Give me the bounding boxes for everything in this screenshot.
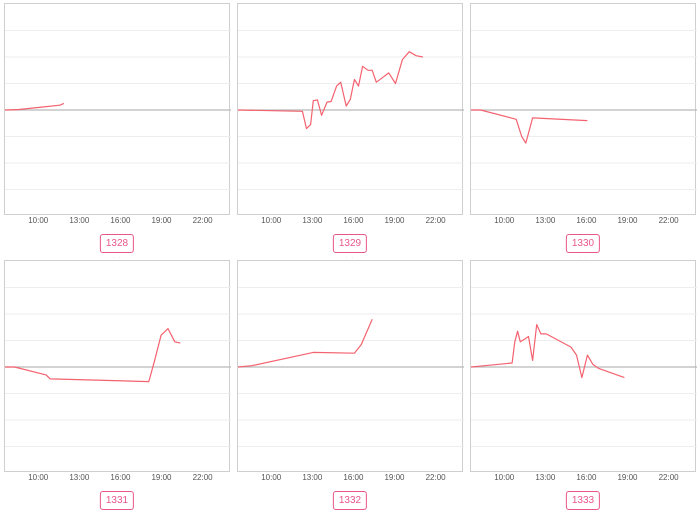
chart-panel-1330: 10:00 13:00 16:00 19:00 22:00 1330 · · <box>470 3 697 261</box>
chart-id-badge[interactable]: 1330 <box>565 234 601 253</box>
x-tick-label: 22:00 <box>192 473 213 482</box>
line-chart <box>238 30 464 190</box>
chart-id-badge[interactable]: 1328 <box>99 234 135 253</box>
plot-area <box>237 260 464 472</box>
chart-panel-1331: 10:00 13:00 16:00 19:00 22:00 1331 <box>4 260 231 510</box>
chart-id-badge[interactable]: 1332 <box>332 491 368 510</box>
x-tick-label: 10:00 <box>494 216 515 225</box>
series-line <box>471 109 588 144</box>
line-chart <box>471 287 697 447</box>
x-tick-label: 13:00 <box>302 473 323 482</box>
badge-decoration: · · <box>112 255 122 261</box>
x-tick-label: 13:00 <box>535 216 556 225</box>
plot-area <box>470 260 697 472</box>
x-tick-label: 13:00 <box>69 473 90 482</box>
x-tick-label: 19:00 <box>617 473 638 482</box>
plot-area <box>470 3 697 215</box>
series-line <box>238 319 373 368</box>
x-tick-label: 10:00 <box>494 473 515 482</box>
series-line <box>5 327 181 383</box>
plot-area <box>4 260 231 472</box>
line-chart <box>471 30 697 190</box>
plot-area <box>237 3 464 215</box>
series-line <box>5 102 65 111</box>
x-tick-label: 10:00 <box>28 216 49 225</box>
x-tick-label: 16:00 <box>110 473 131 482</box>
x-tick-label: 19:00 <box>151 216 172 225</box>
x-axis-ticks: 10:00 13:00 16:00 19:00 22:00 <box>4 216 230 230</box>
line-chart <box>5 30 231 190</box>
x-tick-label: 19:00 <box>384 473 405 482</box>
x-tick-label: 19:00 <box>151 473 172 482</box>
x-tick-label: 13:00 <box>69 216 90 225</box>
x-tick-label: 16:00 <box>343 216 364 225</box>
series-line <box>471 323 625 379</box>
chart-panel-1329: 10:00 13:00 16:00 19:00 22:00 1329 · · <box>237 3 464 261</box>
x-tick-label: 10:00 <box>261 473 282 482</box>
badge-decoration: · · <box>345 255 355 261</box>
x-tick-label: 22:00 <box>425 216 446 225</box>
x-tick-label: 10:00 <box>261 216 282 225</box>
x-tick-label: 13:00 <box>302 216 323 225</box>
badge-decoration: · · <box>578 255 588 261</box>
x-tick-label: 19:00 <box>384 216 405 225</box>
series-line <box>238 51 424 130</box>
chart-panel-1332: 10:00 13:00 16:00 19:00 22:00 1332 <box>237 260 464 510</box>
x-axis-ticks: 10:00 13:00 16:00 19:00 22:00 <box>237 216 463 230</box>
x-axis-ticks: 10:00 13:00 16:00 19:00 22:00 <box>237 473 463 487</box>
x-tick-label: 19:00 <box>617 216 638 225</box>
line-chart <box>5 287 231 447</box>
x-tick-label: 22:00 <box>192 216 213 225</box>
x-tick-label: 16:00 <box>576 473 597 482</box>
chart-panel-1333: 10:00 13:00 16:00 19:00 22:00 1333 <box>470 260 697 510</box>
x-tick-label: 22:00 <box>425 473 446 482</box>
x-axis-ticks: 10:00 13:00 16:00 19:00 22:00 <box>4 473 230 487</box>
x-axis-ticks: 10:00 13:00 16:00 19:00 22:00 <box>470 473 696 487</box>
chart-panel-1328: 10:00 13:00 16:00 19:00 22:00 1328 · · <box>4 3 231 261</box>
line-chart <box>238 287 464 447</box>
x-tick-label: 22:00 <box>658 473 679 482</box>
plot-area <box>4 3 231 215</box>
x-tick-label: 16:00 <box>110 216 131 225</box>
chart-id-badge[interactable]: 1329 <box>332 234 368 253</box>
x-tick-label: 22:00 <box>658 216 679 225</box>
x-tick-label: 16:00 <box>343 473 364 482</box>
x-tick-label: 10:00 <box>28 473 49 482</box>
chart-id-badge[interactable]: 1331 <box>99 491 135 510</box>
x-tick-label: 13:00 <box>535 473 556 482</box>
chart-id-badge[interactable]: 1333 <box>565 491 601 510</box>
x-axis-ticks: 10:00 13:00 16:00 19:00 22:00 <box>470 216 696 230</box>
x-tick-label: 16:00 <box>576 216 597 225</box>
